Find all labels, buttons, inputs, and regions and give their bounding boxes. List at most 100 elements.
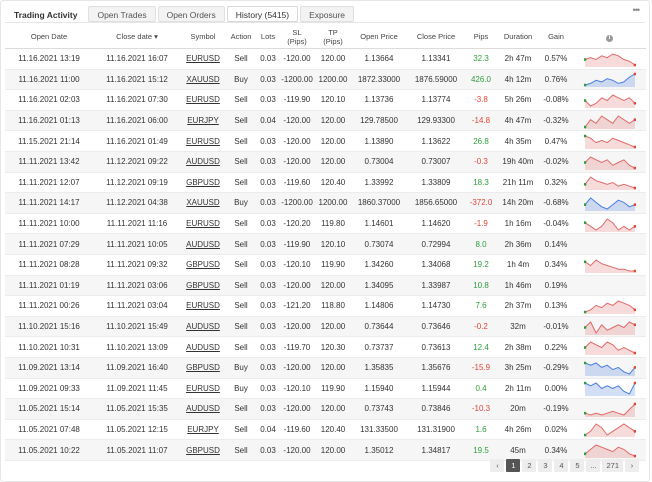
symbol-link[interactable]: XAUUSD — [181, 192, 225, 214]
symbol-link[interactable]: GBPUSD — [181, 357, 225, 379]
duration-cell: 1h 46m — [497, 275, 539, 297]
prev-page-button[interactable]: ‹ — [490, 459, 505, 472]
sparkline-cell — [573, 130, 646, 152]
table-row[interactable]: 11.05.2021 07:48 11.05.2021 12:15 EURJPY Se… — [5, 419, 646, 441]
table-row[interactable]: 11.16.2021 13:19 11.16.2021 16:07 EURUSD Se… — [5, 48, 646, 70]
info-icon[interactable]: i — [606, 34, 613, 42]
action-cell: Sell — [225, 213, 257, 235]
table-row[interactable]: 11.11.2021 12:07 11.12.2021 09:19 GBPUSD Se… — [5, 172, 646, 194]
symbol-link[interactable]: EURUSD — [181, 48, 225, 70]
tab-exposure[interactable]: Exposure — [300, 6, 355, 22]
table-row[interactable]: 11.11.2021 08:28 11.11.2021 09:32 GBPUSD Se… — [5, 254, 646, 276]
more-options-icon[interactable]: ••• — [632, 5, 641, 15]
table-row[interactable]: 11.11.2021 10:00 11.11.2021 11:16 EURUSD Se… — [5, 213, 646, 235]
open-price-cell: 1.13890 — [351, 130, 407, 152]
page-3-button[interactable]: 3 — [538, 459, 553, 472]
table-row[interactable]: 11.11.2021 01:19 11.11.2021 03:06 GBPUSD Se… — [5, 275, 646, 297]
table-row[interactable]: 11.10.2021 15:16 11.10.2021 15:49 AUDUSD Se… — [5, 316, 646, 338]
table-row[interactable]: 11.11.2021 00:26 11.11.2021 03:04 EURUSD Se… — [5, 295, 646, 317]
table-row[interactable]: 11.05.2021 15:14 11.05.2021 15:35 AUDUSD Se… — [5, 398, 646, 420]
sparkline-line — [584, 197, 635, 210]
symbol-link[interactable]: AUDUSD — [181, 233, 225, 255]
symbol-link[interactable]: AUDUSD — [181, 316, 225, 338]
page-1-button[interactable]: 1 — [506, 459, 521, 472]
symbol-link[interactable]: AUDUSD — [181, 336, 225, 358]
header-gain[interactable]: Gain — [539, 25, 573, 49]
header-open-date[interactable]: Open Date — [5, 25, 93, 49]
symbol-link[interactable]: GBPUSD — [181, 439, 225, 461]
table-row[interactable]: 11.11.2021 14:17 11.12.2021 04:38 XAUUSD Bu… — [5, 192, 646, 214]
symbol-link[interactable]: EURUSD — [181, 378, 225, 400]
sparkline-area — [584, 342, 635, 356]
open-price-cell: 0.73644 — [351, 316, 407, 338]
header-symbol[interactable]: Symbol — [181, 25, 225, 49]
symbol-link[interactable]: GBPUSD — [181, 172, 225, 194]
symbol-link[interactable]: EURJPY — [181, 110, 225, 132]
duration-cell: 14h 20m — [497, 192, 539, 214]
table-row[interactable]: 11.09.2021 13:14 11.09.2021 16:40 GBPUSD Bu… — [5, 357, 646, 379]
table-row[interactable]: 11.16.2021 11:00 11.16.2021 15:12 XAUUSD Bu… — [5, 69, 646, 91]
close-price-cell: 1.13774 — [407, 89, 465, 111]
symbol-link[interactable]: AUDUSD — [181, 151, 225, 173]
header-sl[interactable]: SL (Pips) — [279, 25, 315, 49]
header-close-date[interactable]: Close date ▾ — [93, 25, 181, 49]
sparkline-area — [584, 383, 635, 397]
header-duration[interactable]: Duration — [497, 25, 539, 49]
symbol-link[interactable]: GBPUSD — [181, 254, 225, 276]
gain-cell: 0.19% — [539, 275, 573, 297]
table-row[interactable]: 11.09.2021 09:33 11.09.2021 11:45 EURUSD Bu… — [5, 378, 646, 400]
sparkline-area — [584, 445, 635, 459]
sparkline-chart — [583, 72, 636, 88]
last-page-button[interactable]: 271 — [602, 459, 623, 472]
sparkline-chart — [583, 156, 636, 170]
sparkline-chart — [583, 341, 636, 356]
tab-history[interactable]: History (5415) — [226, 6, 299, 22]
pips-cell: 426.0 — [465, 69, 497, 91]
symbol-link[interactable]: EURUSD — [181, 89, 225, 111]
sparkline-cell — [573, 419, 646, 441]
tab-trading-activity[interactable]: Trading Activity — [5, 6, 87, 22]
sparkline-area — [584, 300, 635, 314]
table-row[interactable]: 11.05.2021 10:22 11.05.2021 11:07 GBPUSD Se… — [5, 439, 646, 461]
open-date-cell: 11.09.2021 09:33 — [5, 378, 93, 400]
symbol-link[interactable]: GBPUSD — [181, 275, 225, 297]
lots-cell: 0.03 — [257, 336, 279, 358]
duration-cell: 20m — [497, 398, 539, 420]
duration-cell: 1h 4m — [497, 254, 539, 276]
tab-open-orders[interactable]: Open Orders — [157, 6, 225, 22]
header-action[interactable]: Action — [225, 25, 257, 49]
page-4-button[interactable]: 4 — [554, 459, 569, 472]
symbol-link[interactable]: AUDUSD — [181, 398, 225, 420]
next-page-button[interactable]: › — [625, 459, 639, 472]
table-row[interactable]: 11.16.2021 01:13 11.16.2021 06:00 EURJPY Se… — [5, 110, 646, 132]
table-row[interactable]: 11.15.2021 21:14 11.16.2021 01:49 EURUSD Se… — [5, 130, 646, 152]
sparkline-chart — [583, 444, 636, 459]
header-tp[interactable]: TP (Pips) — [315, 25, 351, 49]
sparkline-cell — [573, 213, 646, 235]
sparkline-cell — [573, 69, 646, 91]
gain-cell: -0.08% — [539, 89, 573, 111]
symbol-link[interactable]: XAUUSD — [181, 69, 225, 91]
header-pips[interactable]: Pips — [465, 25, 497, 49]
lots-cell: 0.03 — [257, 378, 279, 400]
header-lots[interactable]: Lots — [257, 25, 279, 49]
header-open-price[interactable]: Open Price — [351, 25, 407, 49]
table-row[interactable]: 11.16.2021 02:03 11.16.2021 07:30 EURUSD Se… — [5, 89, 646, 111]
symbol-link[interactable]: EURUSD — [181, 130, 225, 152]
symbol-link[interactable]: EURUSD — [181, 213, 225, 235]
page-5-button[interactable]: 5 — [570, 459, 585, 472]
symbol-link[interactable]: EURJPY — [181, 419, 225, 441]
symbol-link[interactable]: EURUSD — [181, 295, 225, 317]
action-cell: Sell — [225, 275, 257, 297]
table-row[interactable]: 11.11.2021 13:42 11.12.2021 09:22 AUDUSD Se… — [5, 151, 646, 173]
page-2-button[interactable]: 2 — [522, 459, 537, 472]
table-row[interactable]: 11.11.2021 07:29 11.11.2021 10:05 AUDUSD Se… — [5, 233, 646, 255]
header-close-price[interactable]: Close Price — [407, 25, 465, 49]
header-chart: i — [573, 25, 646, 49]
action-cell: Sell — [225, 439, 257, 461]
table-row[interactable]: 11.10.2021 10:31 11.10.2021 13:09 AUDUSD Se… — [5, 336, 646, 358]
sparkline-line — [584, 114, 635, 127]
open-date-cell: 11.11.2021 12:07 — [5, 172, 93, 194]
pips-cell: 8.0 — [465, 233, 497, 255]
tab-open-trades[interactable]: Open Trades — [88, 6, 156, 22]
